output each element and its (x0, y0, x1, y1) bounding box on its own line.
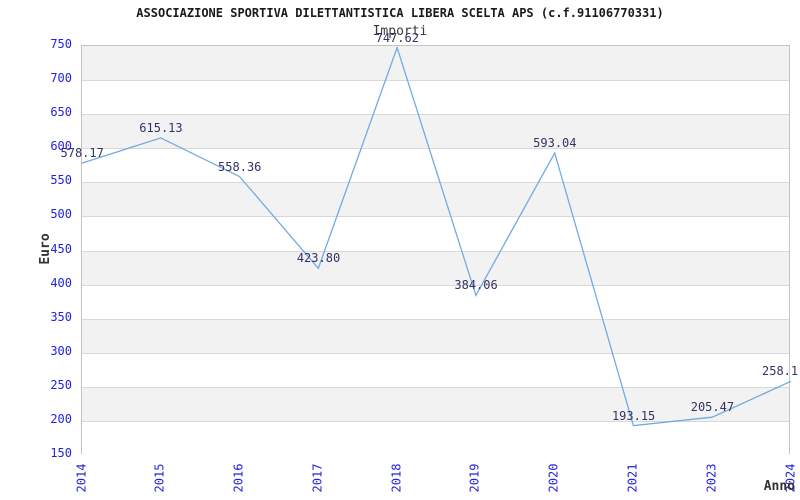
y-tick-label: 250 (50, 377, 72, 392)
gridline (82, 216, 789, 218)
x-tick-label: 2018 (389, 463, 404, 493)
x-tick-label: 2016 (231, 463, 246, 493)
plot-band (82, 46, 789, 81)
gridline (82, 114, 789, 116)
gridline (82, 148, 789, 150)
x-axis-title: Anno (763, 479, 795, 494)
y-tick-label: 200 (50, 411, 72, 426)
y-tick-label: 450 (50, 241, 72, 256)
x-tick-label: 2021 (625, 463, 640, 493)
x-tick-label: 2015 (152, 463, 167, 493)
plot-band (82, 352, 789, 387)
gridline (82, 352, 789, 354)
point-label: 258.1 (762, 364, 799, 379)
x-tick-label: 2020 (546, 463, 561, 493)
gridline (82, 386, 789, 388)
y-tick-label: 400 (50, 275, 72, 290)
point-label: 558.36 (218, 159, 262, 174)
gridline (82, 420, 789, 422)
point-label: 615.13 (139, 120, 183, 135)
gridline (82, 182, 789, 184)
plot-band (82, 420, 789, 455)
plot-band (82, 80, 789, 115)
point-label: 205.47 (690, 400, 735, 415)
y-tick-label: 700 (50, 71, 72, 86)
x-tick-label: 2019 (467, 463, 482, 493)
y-tick-label: 550 (50, 173, 72, 188)
y-tick-label: 500 (50, 207, 72, 222)
plot-area: 578.17 615.13 558.36 423.80 747.62 384.06 593.… (61, 31, 798, 455)
point-label: 593.04 (533, 135, 577, 150)
gridline (82, 318, 789, 320)
plot-band (82, 216, 789, 251)
gridline (82, 284, 789, 286)
gridline (82, 80, 789, 82)
plot-band (82, 386, 789, 421)
plot-band (82, 318, 789, 353)
y-tick-label: 750 (50, 37, 72, 51)
y-tick-label: 150 (50, 446, 72, 460)
data-line (81, 45, 792, 427)
chart-subtitle: Importi (372, 24, 428, 39)
point-label: 747.62 (375, 30, 419, 45)
point-label: 423.80 (296, 251, 341, 266)
y-tick-label: 300 (50, 343, 72, 358)
point-label: 193.15 (611, 408, 656, 423)
plot-band (82, 284, 789, 319)
y-tick-label: 600 (50, 139, 72, 154)
y-tick-label: 650 (50, 105, 72, 120)
x-tick-label: 2014 (74, 463, 88, 493)
plot-band (82, 148, 789, 183)
plot-band (82, 182, 789, 217)
plot-band (82, 250, 789, 285)
gridline (82, 250, 789, 252)
point-label: 384.06 (454, 278, 498, 293)
x-tick-label: 2017 (310, 463, 325, 493)
point-label: 578.17 (60, 146, 104, 161)
chart-title: ASSOCIAZIONE SPORTIVA DILETTANTISTICA LI… (136, 6, 664, 20)
y-tick-label: 350 (50, 309, 72, 324)
plot-band (82, 114, 789, 149)
